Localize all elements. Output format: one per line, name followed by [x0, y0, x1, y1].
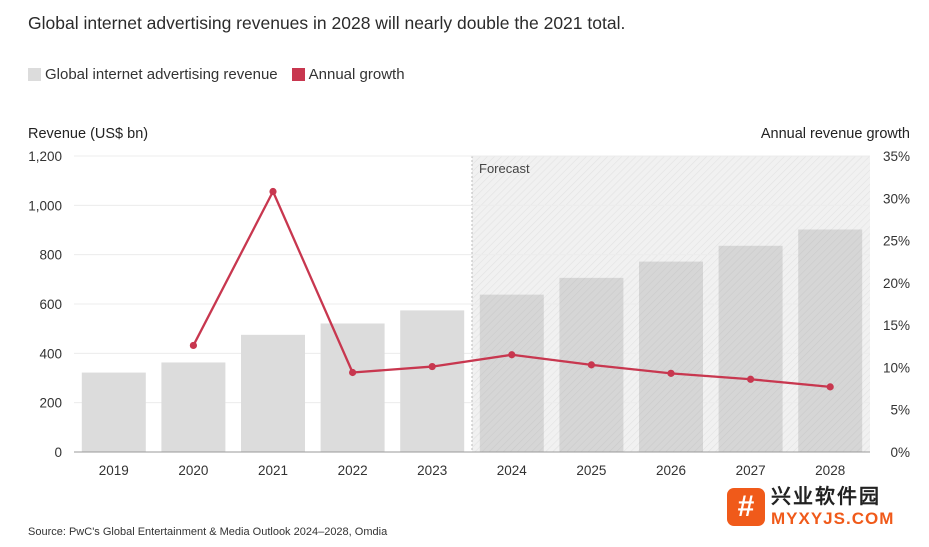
- legend-label-growth: Annual growth: [308, 66, 405, 83]
- y-left-tick-label: 400: [39, 346, 62, 361]
- growth-point-2020: [189, 341, 197, 350]
- bar-2020: [161, 362, 226, 452]
- y-left-tick-label: 0: [54, 445, 62, 460]
- x-tick-label: 2022: [338, 463, 368, 478]
- y-right-tick-label: 30%: [883, 191, 910, 206]
- watermark-text: 兴业软件园 MYXYJS.COM: [771, 487, 894, 527]
- legend-swatch-revenue: [28, 68, 41, 81]
- legend: Global internet advertising revenue Annu…: [28, 66, 419, 83]
- y-left-tick-label: 1,200: [28, 149, 62, 164]
- y-left-tick-label: 1,000: [28, 198, 62, 213]
- x-tick-label: 2026: [656, 463, 686, 478]
- x-tick-label: 2023: [417, 463, 447, 478]
- chart-title: Global internet advertising revenues in …: [28, 13, 626, 33]
- growth-point-2022: [349, 368, 357, 377]
- legend-item-revenue: Global internet advertising revenue: [28, 66, 278, 83]
- y-left-tick-label: 600: [39, 297, 62, 312]
- bar-2021: [241, 334, 305, 452]
- bar-2026: [639, 261, 703, 452]
- x-tick-label: 2025: [576, 463, 606, 478]
- left-axis-title: Revenue (US$ bn): [28, 126, 149, 142]
- forecast-label: Forecast: [479, 161, 530, 176]
- growth-point-2024: [508, 351, 516, 359]
- x-tick-label: 2024: [497, 463, 528, 478]
- growth-point-2021: [269, 187, 277, 196]
- legend-swatch-growth: [291, 68, 305, 81]
- watermark-badge: #: [727, 488, 765, 526]
- growth-point-2028: [826, 383, 834, 391]
- y-right-tick-label: 10%: [883, 360, 910, 375]
- y-right-tick-label: 15%: [883, 318, 910, 333]
- x-tick-label: 2021: [258, 463, 288, 478]
- bar-2022: [320, 323, 385, 452]
- growth-point-2026: [667, 369, 675, 377]
- x-tick-label: 2019: [99, 463, 129, 478]
- y-right-tick-label: 25%: [883, 234, 910, 249]
- y-right-tick-label: 20%: [883, 276, 910, 291]
- growth-point-2023: [428, 362, 436, 371]
- x-tick-label: 2028: [815, 463, 845, 478]
- watermark-logo: # 兴业软件园 MYXYJS.COM: [727, 487, 894, 527]
- bar-2024: [479, 294, 544, 452]
- growth-point-2025: [587, 361, 596, 369]
- watermark-cn: 兴业软件园: [771, 486, 881, 508]
- y-left-tick-label: 800: [39, 248, 62, 263]
- bar-2023: [400, 310, 465, 452]
- legend-item-growth: Annual growth: [291, 66, 405, 83]
- bar-2027: [718, 245, 783, 452]
- growth-point-2027: [747, 375, 755, 383]
- x-tick-label: 2020: [178, 463, 208, 478]
- bar-2028: [798, 229, 863, 452]
- bar-2019: [81, 372, 146, 452]
- y-right-tick-label: 5%: [890, 403, 910, 418]
- y-right-tick-label: 0%: [890, 445, 910, 460]
- y-left-tick-label: 200: [39, 396, 62, 411]
- legend-label-revenue: Global internet advertising revenue: [45, 66, 278, 83]
- source-note: Source: PwC's Global Entertainment & Med…: [28, 526, 388, 538]
- y-right-tick-label: 35%: [883, 149, 910, 164]
- x-tick-label: 2027: [736, 463, 766, 478]
- watermark-en: MYXYJS.COM: [771, 509, 895, 528]
- right-axis-title: Annual revenue growth: [760, 126, 910, 142]
